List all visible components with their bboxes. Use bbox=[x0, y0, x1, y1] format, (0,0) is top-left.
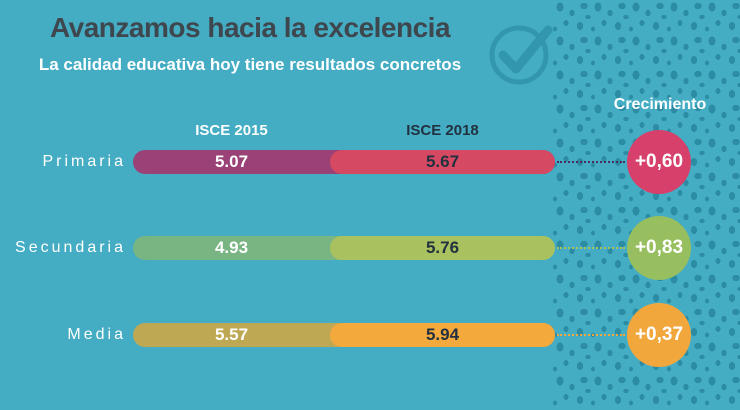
bar-isce-2018 bbox=[330, 150, 555, 174]
value-isce-2015: 5.07 bbox=[214, 152, 249, 171]
page-subtitle: La calidad educativa hoy tiene resultado… bbox=[38, 55, 462, 74]
column-header-isce-2015: ISCE 2015 bbox=[195, 122, 268, 139]
column-header-crecimiento: Crecimiento bbox=[613, 96, 707, 113]
growth-badge: +0,83 bbox=[627, 216, 691, 280]
check-circle-icon bbox=[486, 20, 558, 88]
growth-value: +0,60 bbox=[634, 151, 684, 172]
value-isce-2018: 5.67 bbox=[425, 152, 460, 171]
bar-isce-2015: 5.07 5.67 bbox=[133, 150, 555, 174]
page-title: Avanzamos hacia la excelencia bbox=[49, 12, 451, 43]
growth-value: +0,37 bbox=[634, 324, 684, 345]
row-label: Secundaria bbox=[15, 239, 126, 256]
value-isce-2018: 5.76 bbox=[425, 238, 460, 257]
growth-value: +0,83 bbox=[634, 237, 684, 258]
row-secundaria: Secundaria 4.93 5.76 +0,83 bbox=[0, 216, 740, 280]
growth-badge: +0,60 bbox=[627, 130, 691, 194]
row-primaria: Primaria 5.07 5.67 +0,60 bbox=[0, 130, 740, 194]
growth-badge: +0,37 bbox=[627, 303, 691, 367]
row-label: Primaria bbox=[42, 153, 126, 170]
row-media: Media 5.57 5.94 +0,37 bbox=[0, 303, 740, 367]
bar-isce-2015: 5.57 5.94 bbox=[133, 323, 555, 347]
value-isce-2015: 5.57 bbox=[214, 325, 249, 344]
value-isce-2018: 5.94 bbox=[425, 325, 460, 344]
value-isce-2015: 4.93 bbox=[214, 238, 249, 257]
row-label: Media bbox=[67, 326, 126, 343]
column-header-isce-2018: ISCE 2018 bbox=[406, 122, 479, 139]
connector-line bbox=[557, 334, 625, 336]
connector-line bbox=[557, 247, 625, 249]
bar-isce-2018 bbox=[330, 236, 555, 260]
bar-isce-2015: 4.93 5.76 bbox=[133, 236, 555, 260]
connector-line bbox=[557, 161, 625, 163]
bar-isce-2018 bbox=[330, 323, 555, 347]
